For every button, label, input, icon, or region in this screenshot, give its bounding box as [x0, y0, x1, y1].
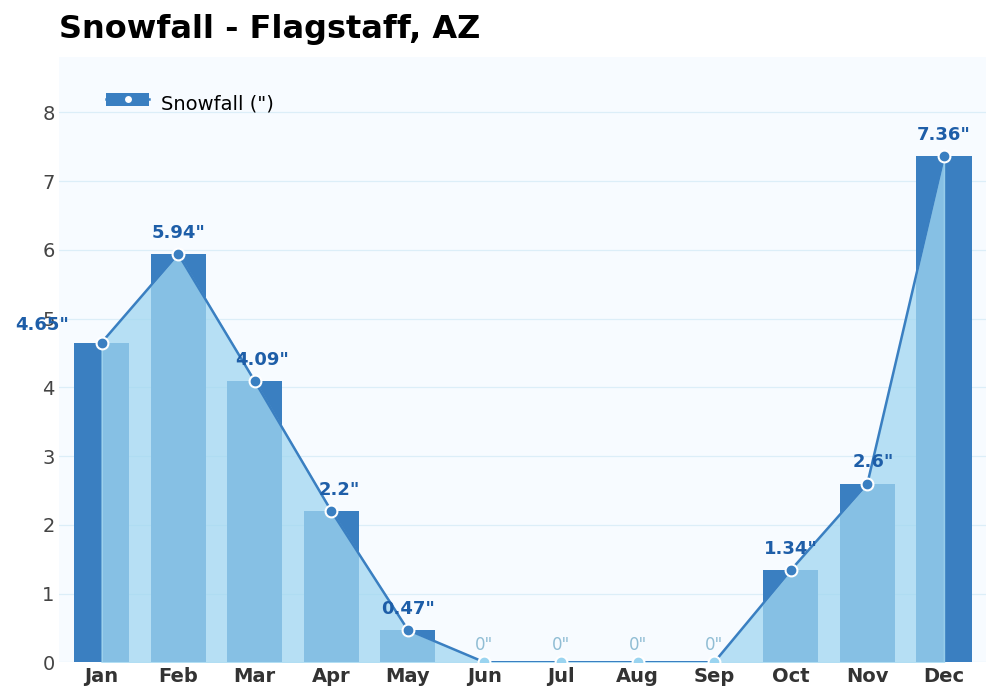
- Text: 0.47": 0.47": [381, 600, 435, 617]
- Bar: [74, 342, 129, 662]
- Bar: [763, 570, 818, 662]
- Text: 2.2": 2.2": [318, 481, 360, 498]
- Bar: [380, 630, 435, 662]
- Legend: Snowfall ("): Snowfall ("): [106, 94, 274, 113]
- Bar: [151, 254, 206, 662]
- Text: Snowfall - Flagstaff, AZ: Snowfall - Flagstaff, AZ: [59, 14, 481, 45]
- Bar: [227, 381, 282, 662]
- Text: 0": 0": [629, 636, 647, 654]
- Bar: [916, 156, 972, 662]
- Bar: [304, 511, 359, 662]
- Text: 0": 0": [475, 636, 494, 654]
- Text: 0": 0": [705, 636, 723, 654]
- Text: 0": 0": [552, 636, 570, 654]
- Text: 4.09": 4.09": [235, 351, 289, 369]
- Text: 7.36": 7.36": [917, 126, 971, 144]
- Text: 4.65": 4.65": [16, 316, 69, 335]
- Text: 1.34": 1.34": [764, 540, 818, 558]
- Text: 2.6": 2.6": [853, 453, 894, 471]
- Text: 5.94": 5.94": [151, 223, 205, 242]
- Bar: [840, 484, 895, 662]
